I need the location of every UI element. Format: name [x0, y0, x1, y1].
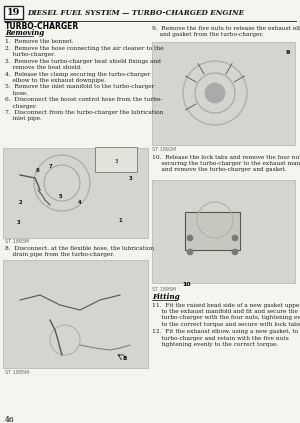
Text: 6.  Disconnect the boost control hose from the turbo-
    charger.: 6. Disconnect the boost control hose fro… — [5, 97, 162, 109]
Text: 5: 5 — [58, 193, 62, 198]
Text: 9.  Remove the five nuts to release the exhaust elbow
    and gasket from the tu: 9. Remove the five nuts to release the e… — [152, 26, 300, 37]
Text: 8: 8 — [123, 355, 127, 360]
Text: 10.  Release the lock tabs and remove the four nuts
     securing the turbo-char: 10. Release the lock tabs and remove the… — [152, 155, 300, 173]
Text: 3.  Remove the turbo-charger heat shield fixings and
    remove the heat shield.: 3. Remove the turbo-charger heat shield … — [5, 59, 161, 70]
Circle shape — [187, 249, 193, 255]
Circle shape — [187, 235, 193, 241]
Text: 3: 3 — [128, 176, 132, 181]
Text: 11.  Fit the raised bead side of a new gasket uppermost
     to the exhaust mani: 11. Fit the raised bead side of a new ga… — [152, 303, 300, 327]
Bar — [4, 6, 23, 19]
Text: 6: 6 — [36, 168, 40, 173]
Text: 1.  Remove the bonnet.: 1. Remove the bonnet. — [5, 39, 73, 44]
Text: TURBO-CHARGER: TURBO-CHARGER — [5, 22, 79, 30]
Text: 4.  Release the clamp securing the turbo-charger
    elbow to the exhaust downpi: 4. Release the clamp securing the turbo-… — [5, 71, 150, 83]
Text: 3: 3 — [16, 220, 20, 225]
Circle shape — [205, 83, 225, 103]
Bar — [3, 260, 148, 368]
Text: 10: 10 — [183, 281, 191, 286]
Bar — [152, 42, 295, 145]
Text: Removing: Removing — [5, 29, 44, 37]
Text: 9: 9 — [286, 49, 290, 55]
Text: 8.  Disconnect, at the flexible hose, the lubrication
    drain pipe from the tu: 8. Disconnect, at the flexible hose, the… — [5, 246, 154, 257]
Text: ST 1895M: ST 1895M — [5, 370, 29, 375]
Bar — [3, 148, 148, 238]
Text: 19: 19 — [7, 8, 20, 17]
Circle shape — [232, 235, 238, 241]
Text: Fitting: Fitting — [152, 293, 180, 301]
Text: 1: 1 — [118, 217, 122, 222]
Text: ST 1895M: ST 1895M — [152, 287, 176, 292]
Text: 4: 4 — [78, 200, 82, 204]
Bar — [185, 212, 240, 250]
Bar — [152, 180, 295, 283]
Text: 5.  Remove the inlet manifold to the turbo-charger
    hose.: 5. Remove the inlet manifold to the turb… — [5, 85, 154, 96]
Text: 46: 46 — [5, 416, 15, 423]
Text: 3: 3 — [114, 159, 118, 164]
Text: 12.  Fit the exhaust elbow, using a new gasket, to the
     turbo-charger and re: 12. Fit the exhaust elbow, using a new g… — [152, 329, 300, 347]
Text: 7.  Disconnect from the turbo-charger the lubrication
    inlet pipe.: 7. Disconnect from the turbo-charger the… — [5, 110, 163, 121]
Text: 2: 2 — [18, 200, 22, 204]
Circle shape — [232, 249, 238, 255]
Text: ST 1892M: ST 1892M — [152, 147, 176, 152]
Text: 2.  Remove the hose connecting the air cleaner to the
    turbo-charger.: 2. Remove the hose connecting the air cl… — [5, 46, 164, 57]
Text: DIESEL FUEL SYSTEM — TURBO-CHARGED ENGINE: DIESEL FUEL SYSTEM — TURBO-CHARGED ENGIN… — [27, 8, 244, 16]
Text: 7: 7 — [48, 164, 52, 168]
Bar — [95, 147, 137, 172]
Text: ST 1893M: ST 1893M — [5, 239, 29, 244]
